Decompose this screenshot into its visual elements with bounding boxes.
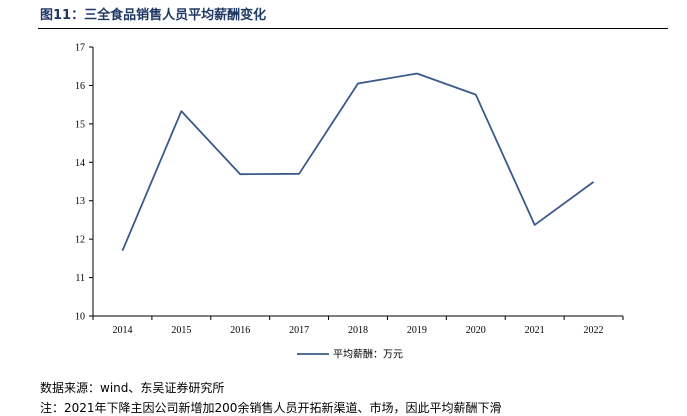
x-tick-label: 2017 [289, 325, 309, 336]
x-tick-label: 2018 [348, 325, 368, 336]
x-tick-label: 2022 [584, 325, 604, 336]
chart-series [122, 74, 593, 251]
series-line [122, 74, 593, 251]
y-tick-label: 12 [75, 235, 85, 246]
x-tick-label: 2014 [112, 325, 132, 336]
x-tick-label: 2021 [525, 325, 545, 336]
footnote: 注：2021年下降主因公司新增加200余销售人员开拓新渠道、市场，因此平均薪酬下… [40, 399, 501, 416]
x-tick-label: 2015 [171, 325, 191, 336]
chart-legend: 平均薪酬：万元 [297, 349, 403, 361]
y-axis-ticks: 17 16 15 14 13 12 11 10 [75, 43, 93, 323]
y-tick-label: 14 [75, 158, 85, 169]
x-axis-ticks: 2014 2015 2016 2017 2018 2019 2020 2021 2022 [93, 316, 623, 336]
y-tick-label: 15 [75, 119, 85, 130]
source-note: 数据来源：wind、东吴证券研究所 [40, 379, 224, 396]
y-tick-label: 11 [75, 273, 85, 284]
x-tick-label: 2019 [407, 325, 427, 336]
legend-label: 平均薪酬：万元 [333, 349, 403, 361]
y-tick-label: 10 [75, 312, 85, 323]
x-tick-label: 2020 [466, 325, 486, 336]
y-tick-label: 13 [75, 196, 85, 207]
y-tick-label: 16 [75, 81, 85, 92]
y-tick-label: 17 [75, 43, 85, 54]
chart-axes [93, 47, 623, 316]
x-tick-label: 2016 [230, 325, 250, 336]
